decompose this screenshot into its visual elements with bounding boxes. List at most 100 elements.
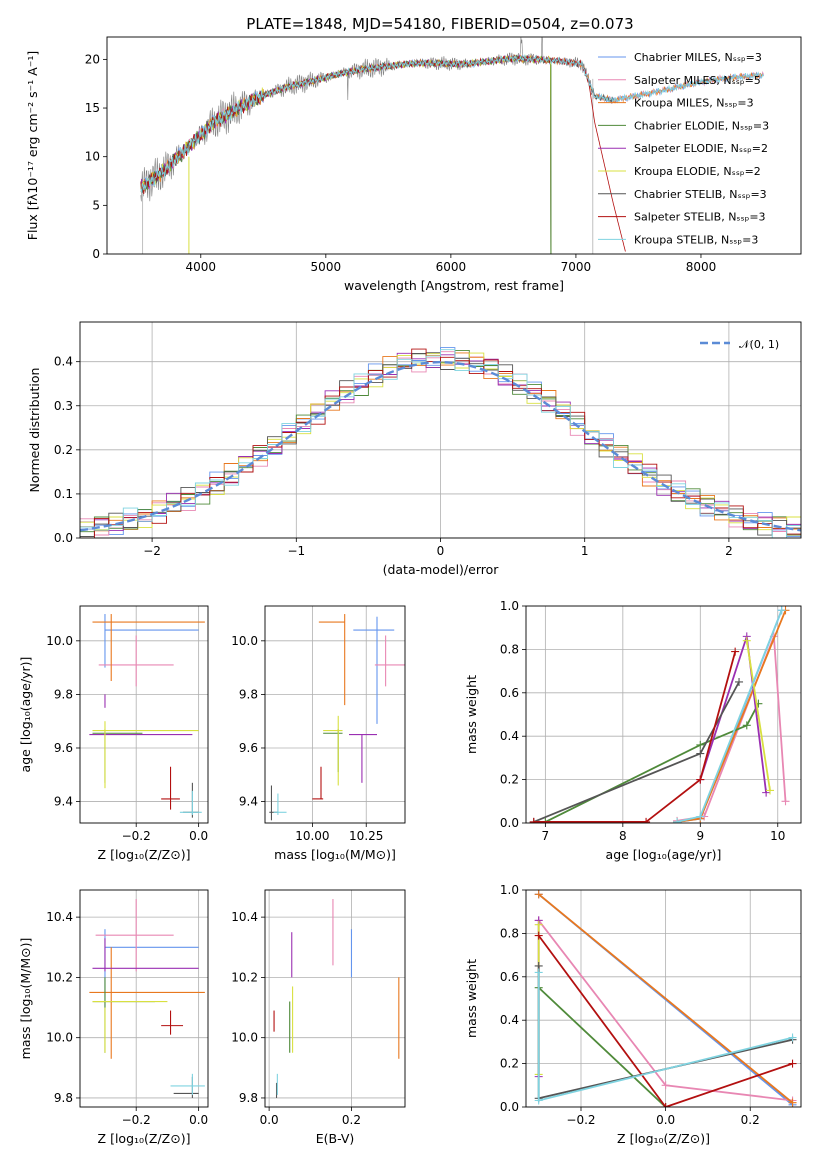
weight-vs-age-frame	[525, 605, 802, 824]
spectrum-title: PLATE=1848, MJD=54180, FIBERID=0504, z=0…	[246, 15, 633, 33]
legend-label-salpeter-elodie: Salpeter ELODIE, Nₛₛₚ=2	[634, 142, 768, 155]
age-vs-z-ylabel: age [log₁₀(age/yr)]	[18, 657, 33, 773]
spectrum-frame	[106, 36, 802, 255]
legend-label-kroupa-miles: Kroupa MILES, Nₛₛₚ=3	[634, 97, 754, 110]
weight-vs-z-xtick-label-0: −0.2	[566, 1113, 595, 1127]
age-vs-z-frame	[79, 605, 209, 824]
mass-vs-ebv-panel: 0.0 0.2 9.8 10.0 10.2 10.4 E(B-V)	[231, 889, 406, 1146]
weight-line-salpeter-stelib	[533, 651, 737, 823]
point-kroupa-stelib	[179, 790, 202, 815]
legend-label-normal: 𝒩(0, 1)	[739, 338, 779, 351]
weight-marker-salpeter-stelib-2	[696, 775, 705, 784]
weight-vs-age-ylabel: mass weight	[464, 675, 479, 754]
residuals-ylabel: Normed distribution	[27, 368, 42, 493]
weight-marker-kroupa-stelib-0	[534, 968, 543, 977]
weight-line-salpeter-stelib	[537, 935, 793, 1107]
weight-marker-kroupa-miles-0	[534, 890, 543, 899]
mass-vs-ebv-xlabel: E(B-V)	[316, 1131, 355, 1146]
legend-label-kroupa-stelib: Kroupa STELIB, Nₛₛₚ=3	[634, 233, 758, 246]
point-kroupa-elodie	[92, 721, 199, 789]
weight-vs-age-xtick-label-0: 7	[542, 829, 550, 843]
weight-vs-age-xtick-label-1: 8	[619, 829, 627, 843]
legend-label-chabrier-stelib: Chabrier STELIB, Nₛₛₚ=3	[634, 188, 767, 201]
mass-vs-ebv-xtick-label-0: 0.0	[260, 1113, 279, 1127]
weight-marker-salpeter-stelib-0	[534, 931, 543, 940]
legend-label-salpeter-miles: Salpeter MILES, Nₛₛₚ=5	[634, 74, 761, 87]
residuals-plot-area	[80, 322, 801, 538]
legend-label-chabrier-miles: Chabrier MILES, Nₛₛₚ=3	[634, 51, 762, 64]
mass-vs-z-frame	[79, 889, 209, 1108]
point-kroupa-miles	[92, 614, 205, 682]
point-kroupa-elodie	[323, 715, 343, 786]
point-salpeter-stelib	[161, 1010, 184, 1035]
weight-vs-age-plot-area	[526, 606, 801, 823]
weight-vs-z-ytick-label-3: 0.6	[500, 970, 519, 984]
mass-vs-ebv-frame	[264, 889, 406, 1108]
spectrum-ylabel: Flux [fλ10⁻¹⁷ erg cm⁻² s⁻¹ A⁻¹]	[25, 51, 40, 240]
age-vs-mass-ytick-label-1: 9.6	[239, 741, 258, 755]
residuals-xtick-label-1: −1	[287, 544, 305, 558]
age-vs-z-ytick-label-0: 9.4	[54, 795, 73, 809]
weight-line-kroupa-miles	[538, 893, 794, 1104]
age-vs-mass-frame	[264, 605, 406, 824]
mass-vs-ebv-xtick-label-1: 0.2	[342, 1113, 361, 1127]
residuals-ytick-label-3: 0.3	[54, 399, 73, 413]
point-salpeter-miles	[95, 899, 174, 972]
point-salpeter-elodie	[89, 694, 193, 736]
mass-vs-ebv-plot-area	[265, 890, 405, 1107]
residuals-ytick-label-1: 0.1	[54, 487, 73, 501]
point-kroupa-stelib	[273, 793, 287, 815]
weight-marker-salpeter-miles-3	[781, 797, 790, 806]
spectrum-xtick-label-3: 7000	[561, 260, 592, 274]
weight-vs-age-ytick-label-0: 0.0	[500, 816, 519, 830]
age-vs-z-ytick-label-2: 9.8	[54, 687, 73, 701]
residuals-xtick-label-3: 1	[581, 544, 589, 558]
spectrum-ytick-label-2: 10	[85, 150, 100, 164]
weight-vs-z-xlabel: Z [log₁₀(Z/Z⊙)]	[617, 1131, 710, 1146]
weight-marker-salpeter-stelib-1	[642, 817, 651, 823]
spectrum-ytick-label-3: 15	[85, 101, 100, 115]
weight-vs-z-ytick-label-1: 0.2	[500, 1057, 519, 1071]
mass-vs-ebv-ytick-label-1: 10.0	[231, 1031, 258, 1045]
age-vs-mass-ytick-label-2: 9.8	[239, 687, 258, 701]
weight-line-kroupa-elodie	[745, 640, 771, 791]
residuals-ytick-label-0: 0.0	[54, 531, 73, 545]
point-salpeter-elodie	[349, 734, 377, 783]
spectrum-xtick-label-0: 4000	[186, 260, 217, 274]
weight-vs-z-frame	[525, 889, 802, 1108]
spectrum-xtick-label-4: 8000	[686, 260, 717, 274]
weight-vs-z-plot-area	[526, 890, 801, 1107]
weight-marker-chabrier-elodie-1	[696, 740, 705, 749]
weight-vs-age-xtick-label-3: 10	[770, 829, 785, 843]
point-kroupa-stelib	[170, 1073, 205, 1095]
weight-vs-age-ytick-label-3: 0.6	[500, 686, 519, 700]
age-vs-z-panel: −0.2 0.0 9.4 9.6 9.8 10.0 Z [log₁₀(Z/Z⊙)] age […	[18, 605, 209, 862]
weight-marker-chabrier-elodie-2	[742, 721, 751, 730]
weight-marker-salpeter-stelib-3	[731, 647, 740, 656]
weight-vs-age-ytick-label-1: 0.2	[500, 773, 519, 787]
age-vs-mass-plot-area	[265, 606, 405, 823]
residuals-ytick-label-2: 0.2	[54, 443, 73, 457]
mass-vs-z-xtick-label-1: 0.0	[189, 1113, 208, 1127]
residuals-panel: −2 −1 0 1 2 0.0 0.1 0.2 0.3 0.4 (data-model)/error…	[27, 321, 802, 577]
weight-marker-kroupa-miles-1	[788, 1098, 797, 1107]
age-vs-mass-xtick-label-0: 10.00	[295, 829, 329, 843]
weight-marker-salpeter-miles-1	[661, 1081, 670, 1090]
model-spectrum-kroupa-stelib	[140, 53, 764, 193]
age-vs-mass-ytick-label-3: 10.0	[231, 634, 258, 648]
weight-vs-age-ytick-label-5: 1.0	[500, 599, 519, 613]
weight-vs-z-xtick-label-2: 0.2	[741, 1113, 760, 1127]
mass-vs-z-ytick-label-2: 10.2	[46, 970, 73, 984]
point-salpeter-stelib	[312, 766, 324, 800]
point-chabrier-miles	[353, 616, 395, 724]
residuals-xtick-label-4: 2	[725, 544, 733, 558]
weight-vs-z-ytick-label-2: 0.4	[500, 1013, 519, 1027]
weight-vs-z-panel: −0.2 0.0 0.2 0.0 0.2 0.4 0.6 0.8 1.0 Z [log₁₀(Z/Z…	[464, 883, 802, 1146]
spectrum-ytick-label-1: 5	[92, 198, 100, 212]
weight-vs-age-ytick-label-4: 0.8	[500, 642, 519, 656]
mass-vs-z-panel: −0.2 0.0 9.8 10.0 10.2 10.4 Z [log₁₀(Z/Z⊙)] mas…	[18, 889, 209, 1146]
mass-vs-z-xlabel: Z [log₁₀(Z/Z⊙)]	[98, 1131, 191, 1146]
weight-line-chabrier-elodie	[538, 986, 667, 1107]
spectrum-xtick-label-1: 5000	[311, 260, 342, 274]
